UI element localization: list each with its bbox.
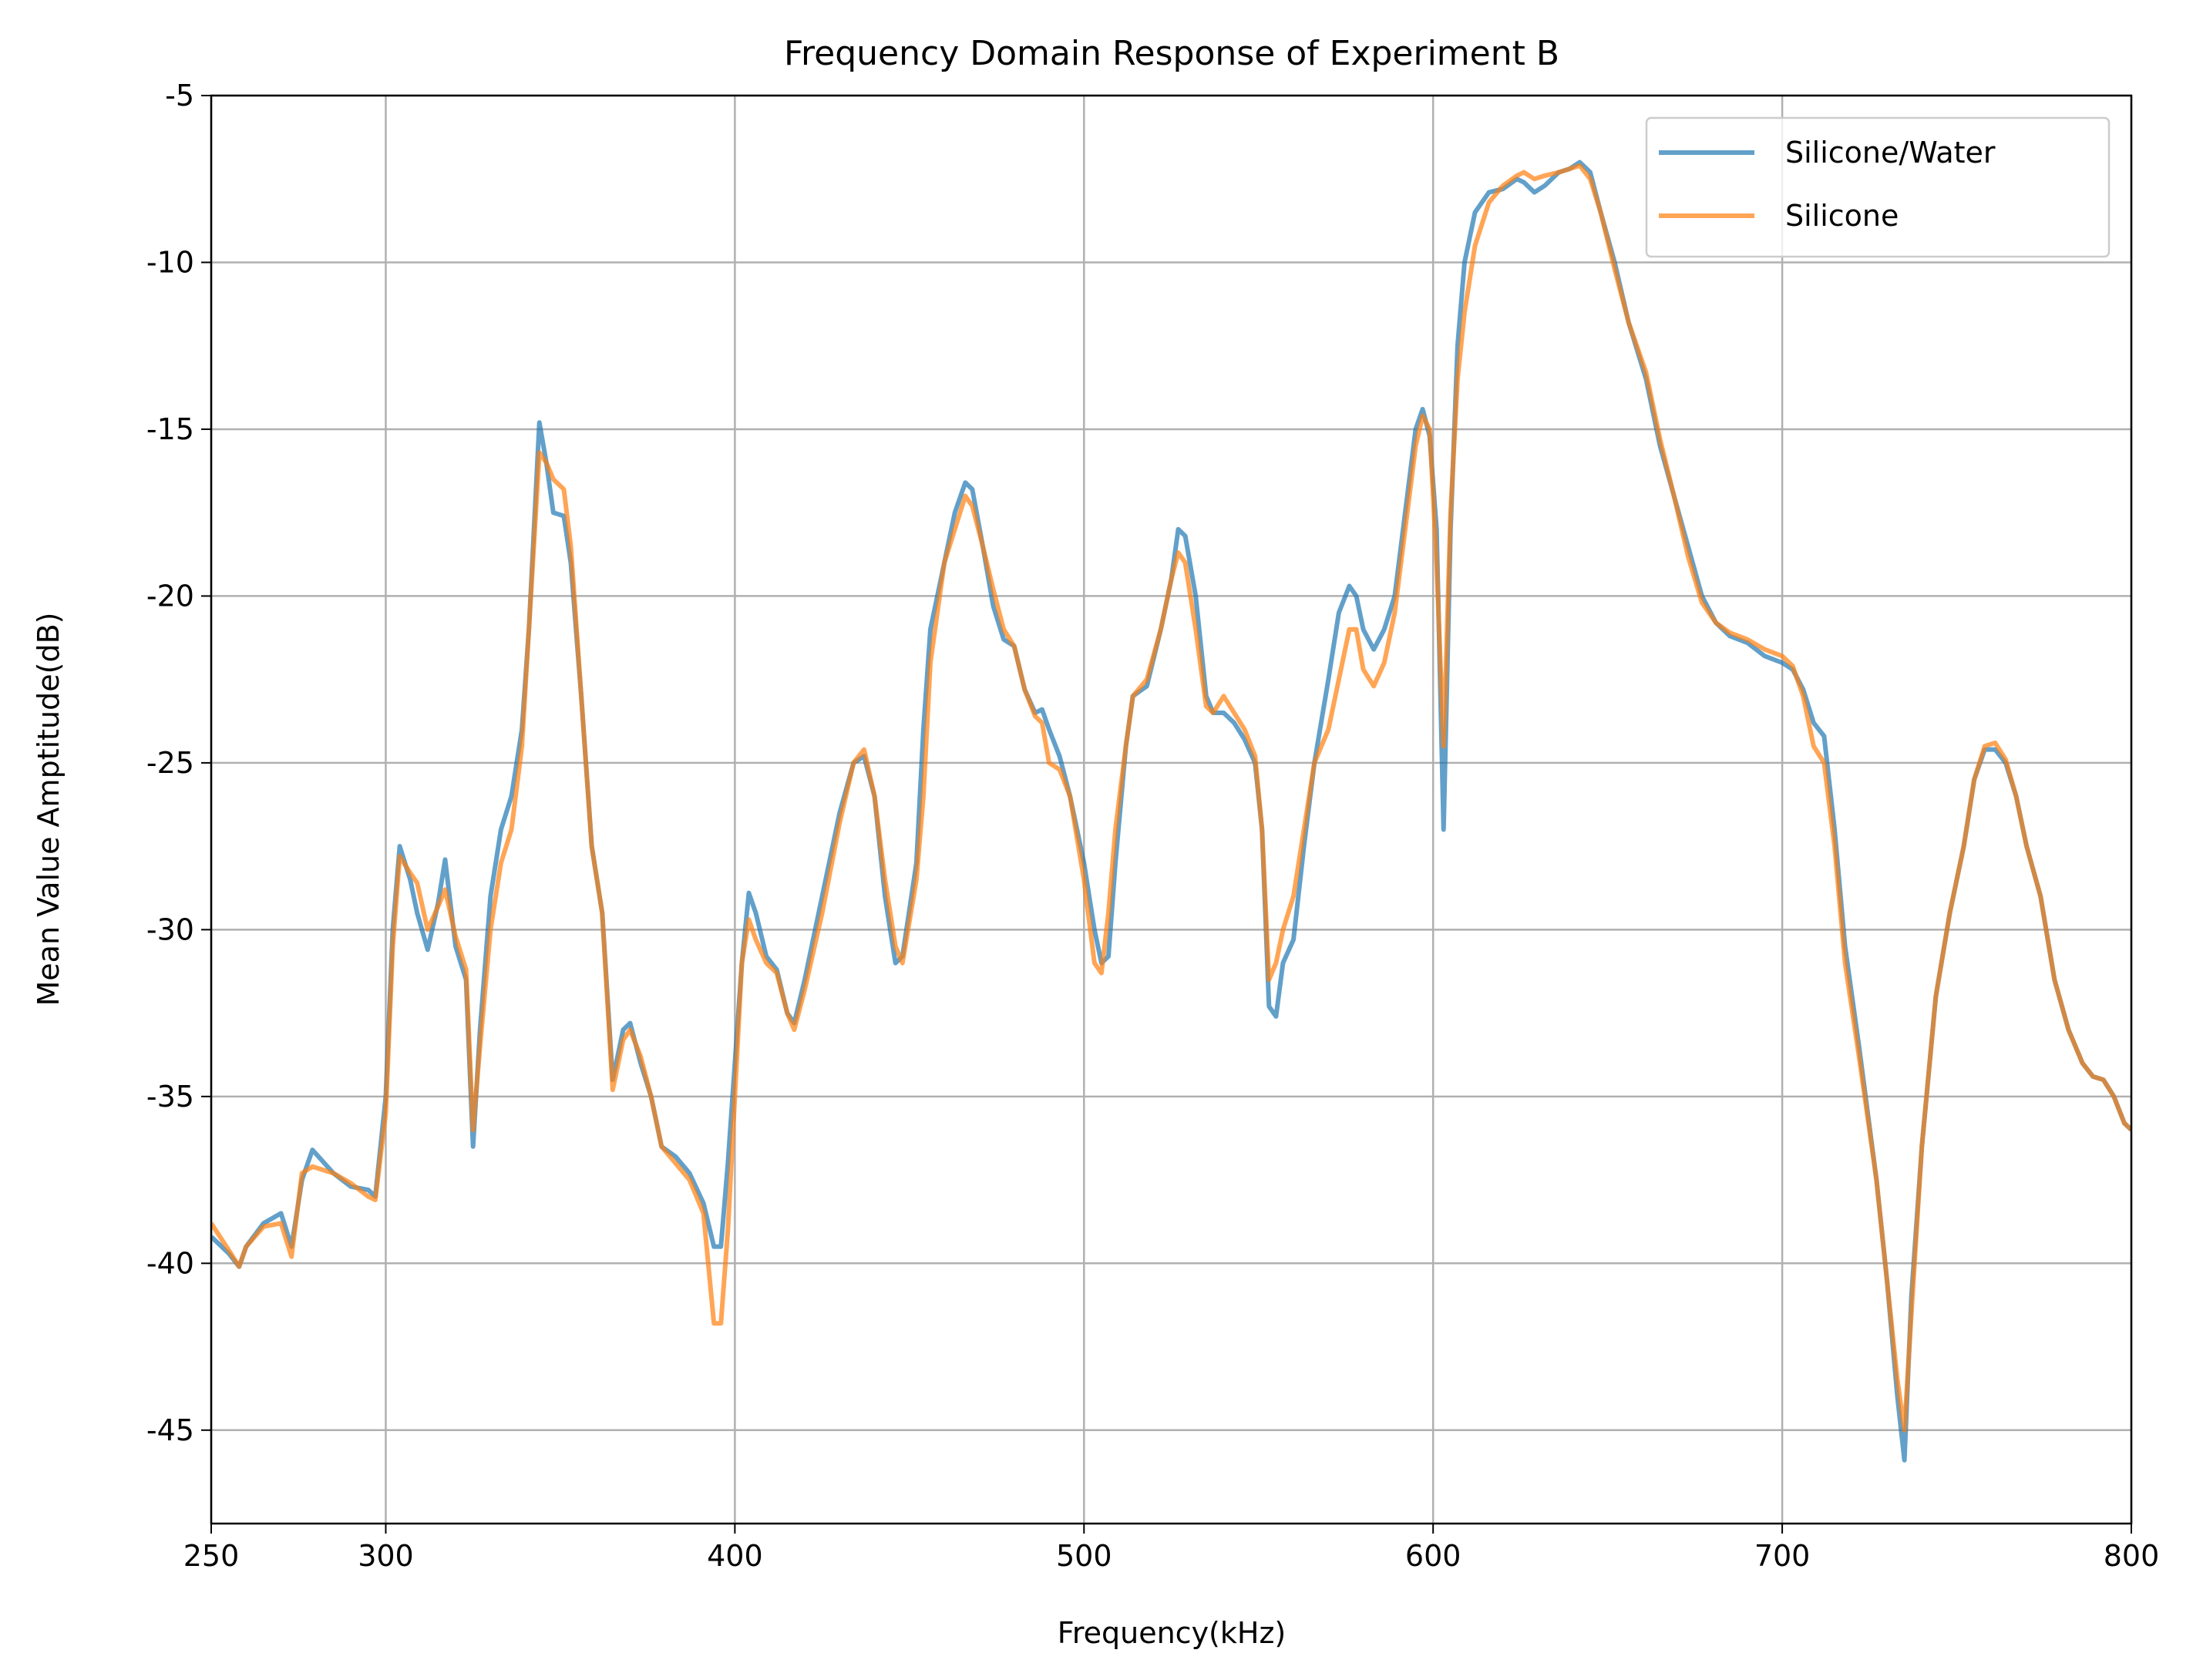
x-tick-label: 400 — [707, 1539, 763, 1573]
legend-label: Silicone/Water — [1785, 136, 1996, 170]
y-tick-label: -10 — [146, 245, 194, 279]
x-tick-label: 800 — [2104, 1539, 2160, 1573]
legend-label: Silicone — [1785, 199, 1899, 233]
x-tick-label: 600 — [1405, 1539, 1461, 1573]
y-tick-label: -30 — [146, 912, 194, 946]
plot-frame — [210, 94, 2133, 1525]
x-tick-label: 700 — [1754, 1539, 1811, 1573]
y-axis-label: Mean Value Amptitude(dB) — [32, 613, 66, 1006]
x-tick-label: 250 — [183, 1539, 240, 1573]
y-tick-label: -25 — [146, 746, 194, 780]
y-tick-label: -35 — [146, 1080, 194, 1114]
x-tick-label: 500 — [1056, 1539, 1112, 1573]
y-tick-label: -40 — [146, 1246, 194, 1280]
y-tick-label: -15 — [146, 412, 194, 446]
x-axis-label: Frequency(kHz) — [1058, 1616, 1287, 1650]
chart-title: Frequency Domain Response of Experiment … — [784, 34, 1559, 73]
series-line — [211, 163, 2131, 1433]
y-tick-label: -45 — [146, 1413, 194, 1447]
legend-box — [1645, 116, 2111, 258]
y-tick-label: -20 — [146, 579, 194, 613]
y-tick-label: -5 — [165, 79, 194, 113]
x-tick-label: 300 — [358, 1539, 414, 1573]
